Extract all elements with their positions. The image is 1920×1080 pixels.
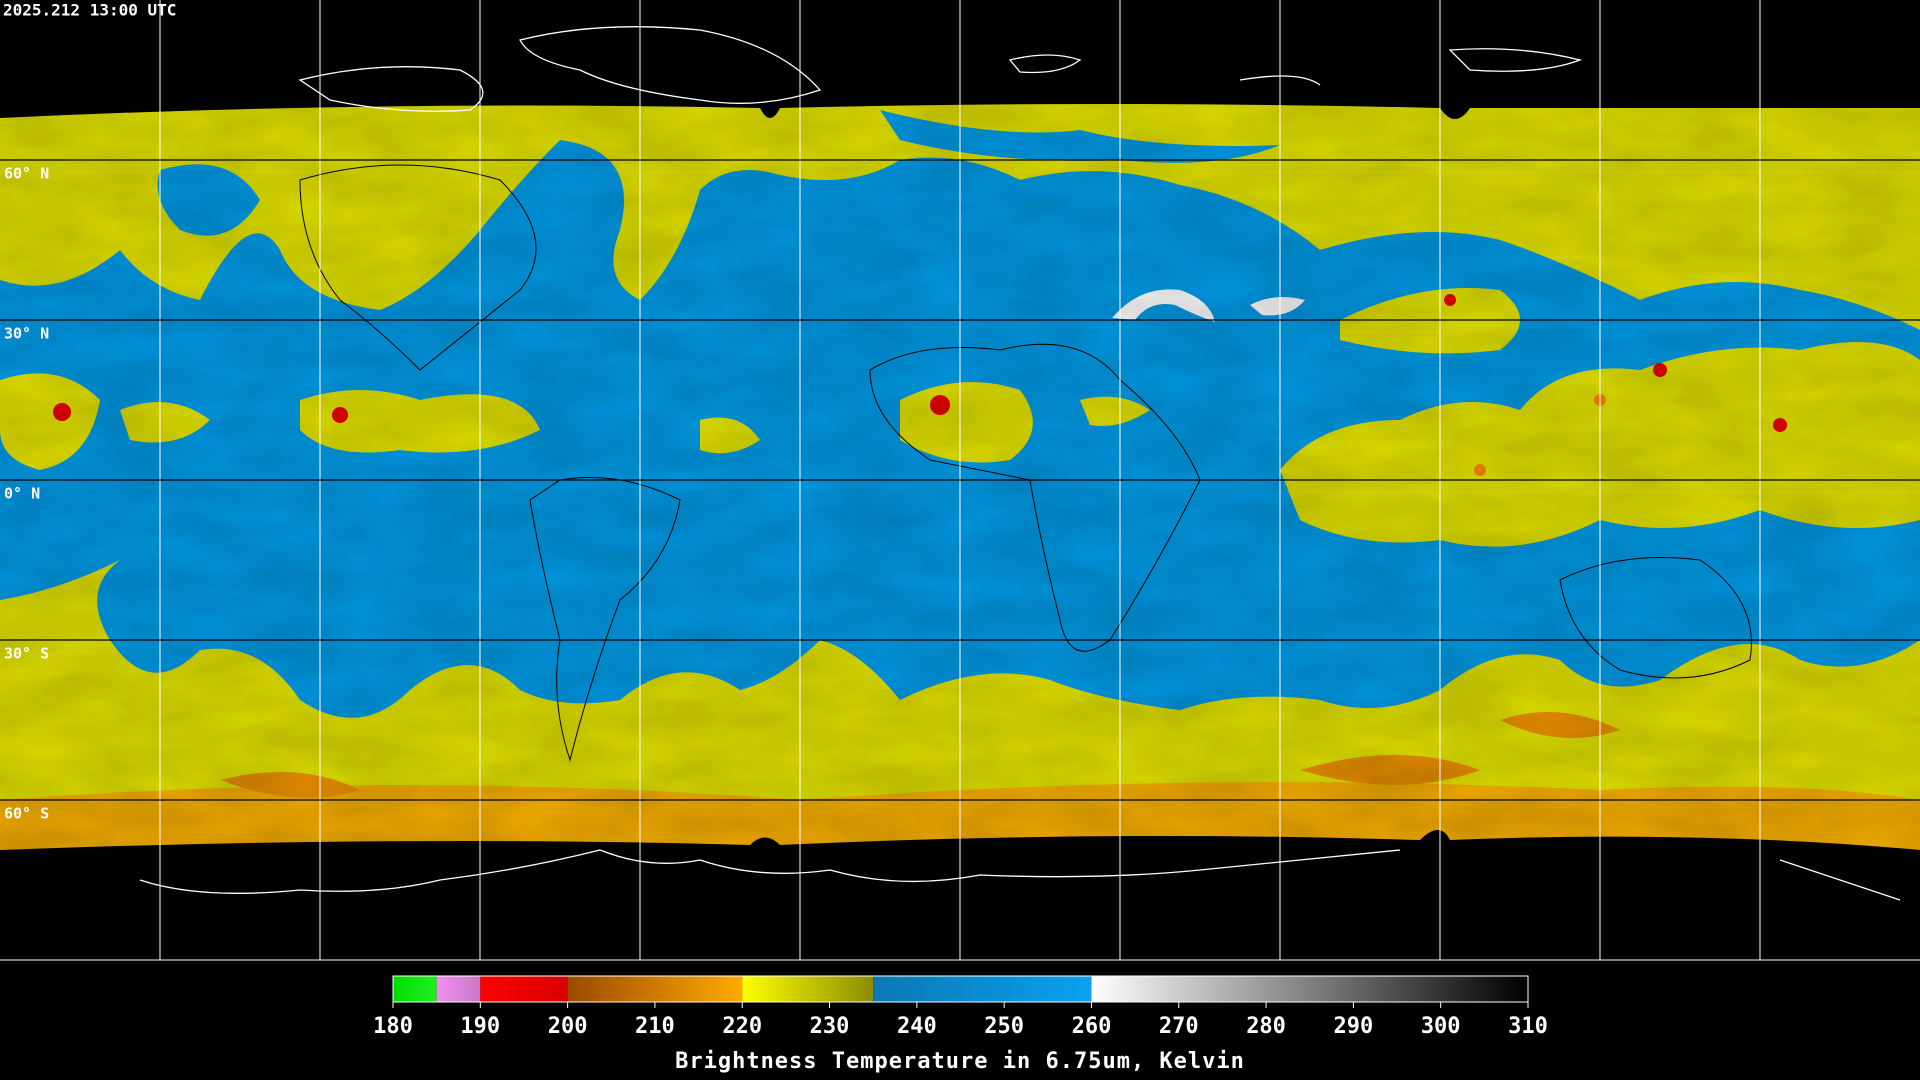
colorbar-segment <box>393 976 437 1002</box>
timestamp: 2025.212 13:00 UTC <box>3 1 176 20</box>
colorbar-tick-label: 300 <box>1421 1014 1461 1039</box>
antarctic-coast <box>139 849 1901 901</box>
lat-label: 60° S <box>4 805 49 823</box>
continent-outlines <box>299 164 1752 762</box>
very-dry-air <box>1112 289 1305 322</box>
colorbar-segment <box>873 976 1092 1002</box>
moist-tongue <box>880 110 1280 163</box>
deep-convection <box>930 395 950 415</box>
colorbar-tick-label: 240 <box>897 1014 937 1039</box>
colorbar-tick-label: 200 <box>548 1014 588 1039</box>
colorbar-segment <box>480 976 568 1002</box>
colorbar-tick-label: 280 <box>1246 1014 1286 1039</box>
colorbar-title: Brightness Temperature in 6.75um, Kelvin <box>675 1049 1245 1074</box>
convection-india <box>1340 288 1520 354</box>
convection-pacific-west <box>0 373 210 470</box>
colorbar-tick-label: 190 <box>460 1014 500 1039</box>
lat-label: 60° N <box>4 165 49 183</box>
deep-convection <box>1773 418 1787 432</box>
colorbar-tick-label: 310 <box>1508 1014 1548 1039</box>
lat-label: 30° S <box>4 645 49 663</box>
deep-convection <box>1444 294 1456 306</box>
colorbar-segment <box>1091 976 1528 1002</box>
colorbar-segment <box>436 976 481 1002</box>
graticule: 60° N 30° N 0° N 30° S 60° S <box>0 0 1920 961</box>
arctic-coast <box>298 26 1583 112</box>
colorbar-tick-label: 210 <box>635 1014 675 1039</box>
colorbar-frame <box>392 975 1529 1003</box>
convection-small <box>700 396 1150 454</box>
deep-convection <box>332 407 348 423</box>
colorbar-segment <box>742 976 874 1002</box>
lat-label: 0° N <box>4 485 40 503</box>
coastlines <box>139 26 1901 901</box>
colorbar-segment <box>567 976 743 1002</box>
deep-convection <box>53 403 71 421</box>
colorbar-tick-label: 270 <box>1159 1014 1199 1039</box>
colorbar-tick-label: 230 <box>810 1014 850 1039</box>
colorbar-tick-label: 250 <box>984 1014 1024 1039</box>
deep-convection <box>1653 363 1667 377</box>
convection-core <box>1474 464 1486 476</box>
colorbar-tick-label: 220 <box>722 1014 762 1039</box>
lat-label: 30° N <box>4 325 49 343</box>
colorbar-tick-label: 260 <box>1072 1014 1112 1039</box>
moist-swirl <box>157 164 260 236</box>
colorbar: 180 190 200 210 220 230 240 250 260 270 280 290 300 3… <box>373 975 1548 1039</box>
colorbar-tick-label: 290 <box>1334 1014 1374 1039</box>
colorbar-tick-label: 180 <box>373 1014 413 1039</box>
